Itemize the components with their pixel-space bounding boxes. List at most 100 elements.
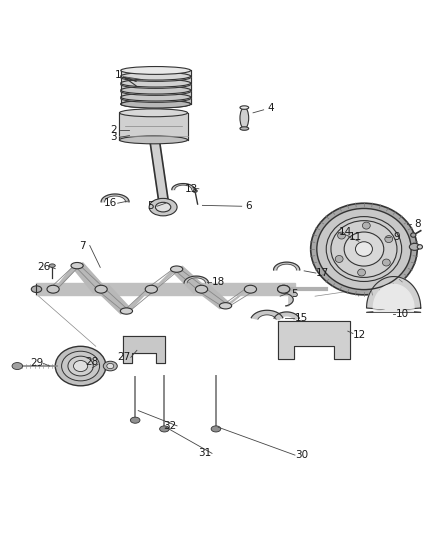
Ellipse shape	[240, 108, 249, 128]
Ellipse shape	[121, 79, 191, 87]
Ellipse shape	[71, 262, 83, 269]
Polygon shape	[278, 321, 350, 359]
Ellipse shape	[219, 303, 232, 309]
Text: 32: 32	[163, 421, 177, 431]
Ellipse shape	[331, 221, 397, 277]
Polygon shape	[101, 194, 129, 202]
Polygon shape	[367, 277, 421, 312]
Ellipse shape	[121, 93, 191, 101]
Text: 26: 26	[38, 262, 51, 272]
Ellipse shape	[362, 222, 370, 229]
Ellipse shape	[411, 233, 416, 237]
Ellipse shape	[74, 360, 88, 372]
Polygon shape	[120, 113, 187, 140]
Polygon shape	[121, 84, 191, 90]
Polygon shape	[274, 262, 300, 270]
Text: 28: 28	[85, 357, 98, 367]
Text: 5: 5	[291, 288, 297, 298]
Ellipse shape	[62, 351, 99, 381]
Ellipse shape	[120, 136, 187, 144]
Polygon shape	[274, 312, 299, 319]
Text: 9: 9	[394, 232, 400, 242]
Ellipse shape	[121, 94, 191, 102]
Polygon shape	[123, 336, 165, 362]
Ellipse shape	[121, 80, 191, 88]
Ellipse shape	[356, 242, 372, 256]
Ellipse shape	[149, 198, 177, 216]
Text: 15: 15	[294, 313, 308, 323]
Ellipse shape	[385, 236, 393, 243]
Polygon shape	[149, 266, 180, 293]
Polygon shape	[373, 285, 414, 311]
Text: 4: 4	[267, 103, 274, 114]
Text: 12: 12	[353, 330, 366, 341]
Ellipse shape	[121, 87, 191, 95]
Ellipse shape	[12, 362, 22, 369]
Ellipse shape	[193, 190, 197, 192]
Ellipse shape	[317, 208, 411, 289]
Ellipse shape	[326, 216, 402, 281]
Ellipse shape	[120, 109, 187, 117]
Ellipse shape	[145, 285, 157, 293]
Polygon shape	[121, 77, 191, 83]
Text: 18: 18	[212, 277, 225, 287]
Text: 10: 10	[396, 309, 409, 319]
Ellipse shape	[335, 255, 343, 262]
Ellipse shape	[344, 232, 384, 266]
Polygon shape	[123, 285, 153, 314]
Text: 14: 14	[339, 228, 352, 237]
Text: 1: 1	[115, 70, 122, 80]
Ellipse shape	[382, 259, 390, 266]
Ellipse shape	[244, 285, 257, 293]
Polygon shape	[200, 285, 230, 309]
Ellipse shape	[31, 286, 42, 293]
Text: 27: 27	[117, 352, 131, 362]
Ellipse shape	[121, 67, 191, 75]
Polygon shape	[173, 266, 204, 293]
Ellipse shape	[120, 308, 133, 314]
Polygon shape	[121, 70, 191, 76]
Ellipse shape	[121, 100, 191, 108]
Text: 6: 6	[245, 201, 252, 211]
Text: 31: 31	[198, 448, 212, 458]
Ellipse shape	[278, 285, 290, 293]
Text: 7: 7	[79, 240, 86, 251]
Ellipse shape	[170, 266, 183, 272]
Polygon shape	[222, 285, 252, 309]
Text: 2: 2	[110, 125, 117, 135]
Text: 11: 11	[349, 232, 362, 242]
Ellipse shape	[49, 264, 55, 268]
Ellipse shape	[159, 426, 169, 432]
Ellipse shape	[95, 285, 107, 293]
Polygon shape	[121, 99, 191, 104]
Ellipse shape	[358, 269, 365, 276]
Ellipse shape	[121, 74, 191, 82]
Polygon shape	[73, 263, 103, 293]
Text: 8: 8	[414, 219, 421, 229]
Ellipse shape	[311, 203, 417, 295]
Text: 13: 13	[185, 184, 198, 194]
Ellipse shape	[107, 364, 114, 369]
Ellipse shape	[278, 285, 290, 293]
Polygon shape	[251, 310, 283, 319]
Polygon shape	[36, 283, 295, 295]
Polygon shape	[99, 285, 130, 314]
Polygon shape	[51, 263, 81, 293]
Ellipse shape	[195, 285, 208, 293]
Polygon shape	[286, 294, 293, 306]
Polygon shape	[121, 92, 191, 97]
Text: 17: 17	[316, 268, 329, 278]
Polygon shape	[172, 183, 194, 190]
Ellipse shape	[410, 244, 420, 251]
Ellipse shape	[47, 285, 59, 293]
Text: 5: 5	[147, 201, 153, 211]
Text: 3: 3	[110, 132, 117, 142]
Ellipse shape	[131, 417, 140, 423]
Ellipse shape	[417, 245, 423, 249]
Ellipse shape	[68, 356, 93, 376]
Ellipse shape	[240, 127, 249, 130]
Ellipse shape	[240, 106, 249, 109]
Text: 30: 30	[295, 450, 308, 460]
Text: 29: 29	[30, 358, 43, 368]
Ellipse shape	[103, 361, 117, 371]
